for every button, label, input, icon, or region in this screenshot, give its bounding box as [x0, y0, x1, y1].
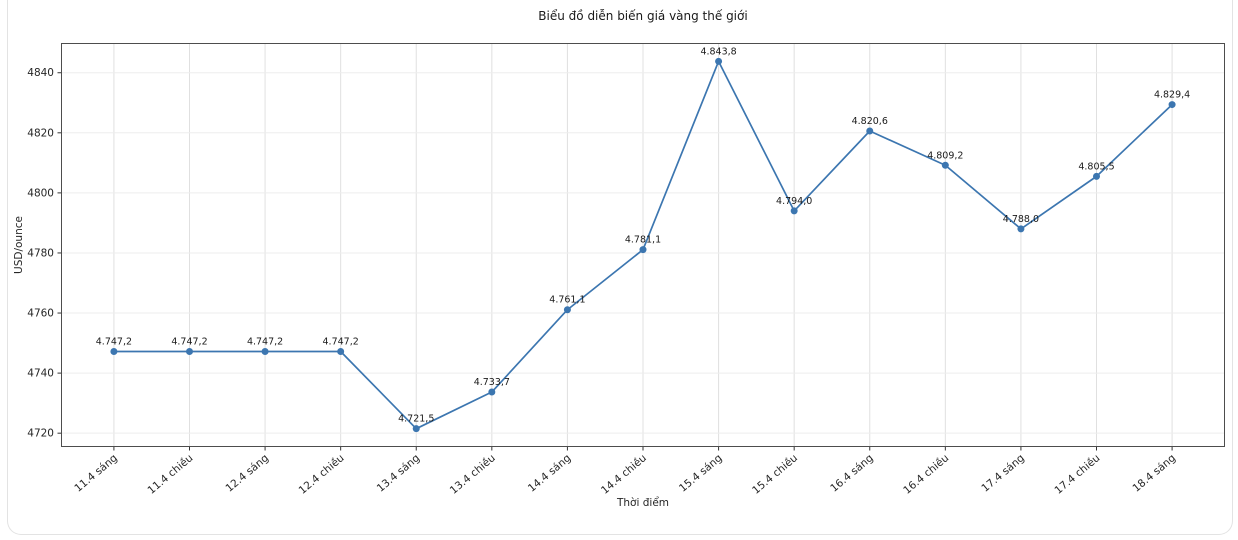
data-point-marker [563, 306, 571, 314]
data-point-marker [639, 246, 647, 254]
data-point-label: 4.794,0 [776, 196, 812, 207]
x-tick-label: 11.4 sáng [72, 452, 120, 495]
x-tick-label: 11.4 chiều [145, 452, 195, 497]
data-point-marker [337, 347, 345, 355]
x-tick-label: 15.4 chiều [750, 452, 800, 497]
x-tick-label: 17.4 chiều [1052, 452, 1102, 497]
data-point-label: 4.843,8 [700, 46, 736, 57]
y-tick-label: 4840 [27, 67, 54, 79]
x-tick-label: 12.4 chiều [297, 452, 347, 497]
x-axis-label: Thời điểm [616, 497, 670, 509]
y-tick-label: 4780 [27, 247, 54, 259]
y-tick-label: 4720 [27, 428, 54, 440]
data-point-label: 4.747,2 [96, 336, 132, 347]
data-point-marker [1017, 225, 1025, 233]
data-point-label: 4.829,4 [1154, 90, 1190, 101]
data-point-label: 4.733,7 [474, 377, 510, 388]
x-tick-label: 16.4 sáng [828, 452, 876, 495]
data-point-label: 4.721,5 [398, 414, 434, 425]
y-tick-label: 4820 [27, 127, 54, 139]
plot-border [61, 43, 1225, 447]
data-point-marker [110, 347, 118, 355]
data-point-marker [866, 127, 874, 135]
x-tick-label: 13.4 chiều [448, 452, 498, 497]
x-tick-label: 15.4 sáng [677, 452, 725, 495]
data-point-marker [941, 161, 949, 169]
x-tick-label: 16.4 chiều [901, 452, 951, 497]
data-point-label: 4.805,5 [1078, 161, 1114, 172]
y-tick-label: 4760 [27, 308, 54, 320]
data-point-label: 4.788,0 [1003, 214, 1039, 225]
data-point-marker [1168, 101, 1176, 109]
data-point-label: 4.747,2 [171, 336, 207, 347]
chart-title: Biểu đồ diễn biến giá vàng thế giới [538, 9, 748, 23]
data-point-marker [185, 347, 193, 355]
data-point-label: 4.747,2 [323, 336, 359, 347]
x-tick-label: 14.4 sáng [526, 452, 574, 495]
y-tick-label: 4800 [27, 187, 54, 199]
x-tick-label: 14.4 chiều [599, 452, 649, 497]
data-point-label: 4.747,2 [247, 336, 283, 347]
data-point-marker [261, 347, 269, 355]
data-point-label: 4.761,1 [549, 295, 585, 306]
data-point-marker [412, 425, 420, 433]
data-point-label: 4.820,6 [852, 116, 888, 127]
x-tick-label: 12.4 sáng [223, 452, 271, 495]
data-point-label: 4.809,2 [927, 150, 963, 161]
y-tick-label: 4740 [27, 368, 54, 380]
x-tick-label: 18.4 sáng [1131, 452, 1179, 495]
data-point-marker [488, 388, 496, 396]
data-point-marker [715, 57, 723, 65]
x-tick-label: 13.4 sáng [375, 452, 423, 495]
x-tick-label: 17.4 sáng [979, 452, 1027, 495]
data-point-marker [790, 207, 798, 215]
data-point-label: 4.781,1 [625, 235, 661, 246]
data-point-marker [1093, 172, 1101, 180]
